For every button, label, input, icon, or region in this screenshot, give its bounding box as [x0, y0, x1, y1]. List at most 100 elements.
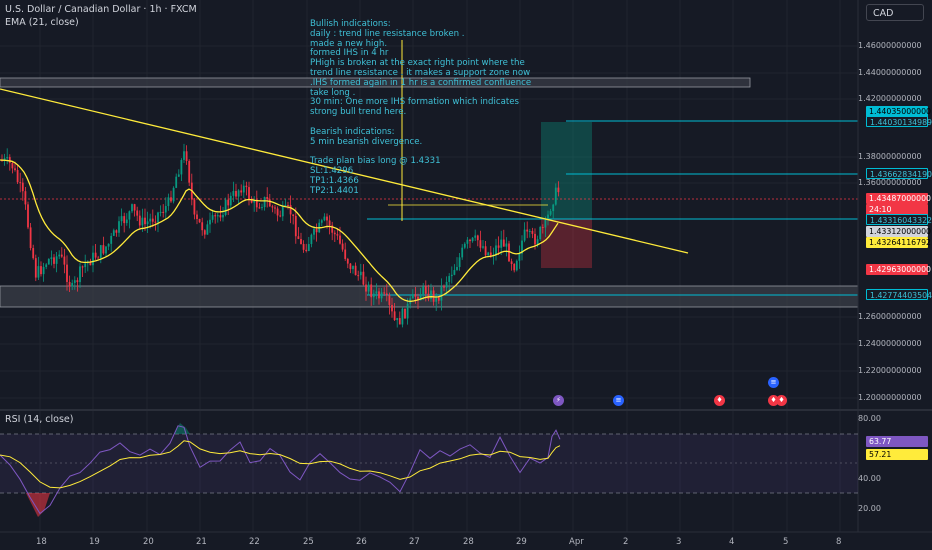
- us-flag-icon[interactable]: ≡: [613, 395, 624, 406]
- candle-body: [336, 234, 339, 236]
- price-tag: 1.43316043322: [866, 214, 932, 225]
- lightning-icon[interactable]: ⚡: [553, 395, 564, 406]
- rsi-ma-tag: 57.21: [866, 449, 928, 460]
- candle-body: [170, 197, 172, 202]
- candle-body: [60, 254, 63, 257]
- candle-body: [222, 214, 224, 218]
- candle-body: [175, 176, 178, 188]
- candle-body: [482, 246, 484, 248]
- candle-body: [448, 276, 451, 282]
- candle-body: [274, 207, 276, 209]
- candle-body: [8, 157, 11, 163]
- candle-body: [24, 191, 27, 205]
- candle-body: [209, 219, 211, 225]
- candle-body: [37, 266, 40, 278]
- candle-body: [518, 253, 521, 261]
- candle-body: [411, 294, 414, 299]
- candle-body: [232, 190, 235, 196]
- price-tag: 1.44035000000: [866, 106, 931, 117]
- candle-body: [287, 204, 289, 206]
- candle-body: [552, 204, 555, 212]
- time-label: 5: [783, 537, 789, 547]
- candle-body: [237, 190, 240, 197]
- time-label: 19: [89, 537, 100, 547]
- candle-body: [42, 266, 45, 275]
- candle-body: [183, 151, 185, 160]
- candle-body: [34, 258, 37, 278]
- candle-body: [206, 224, 209, 235]
- candle-body: [118, 221, 120, 233]
- ca-flag-icon[interactable]: ♦: [714, 395, 725, 406]
- annotation-line: Bearish indications:: [310, 126, 395, 137]
- rsi-indicator-label[interactable]: RSI (14, close): [5, 414, 74, 425]
- candle-body: [536, 239, 539, 245]
- candle-body: [521, 240, 523, 254]
- candle-body: [534, 233, 536, 245]
- candle-body: [216, 215, 219, 217]
- upper-zone: [0, 77, 751, 88]
- price-tag: 1.43264116792: [866, 237, 931, 248]
- candle-body: [414, 294, 417, 297]
- time-label: 27: [409, 537, 420, 547]
- candle-body: [456, 267, 458, 271]
- candle-body: [266, 196, 269, 200]
- candle-body: [383, 292, 386, 294]
- candle-body: [154, 221, 157, 223]
- candle-body: [331, 225, 334, 233]
- candle-body: [479, 240, 482, 248]
- candle-body: [297, 236, 300, 239]
- us-flag-icon[interactable]: ≡: [768, 377, 779, 388]
- ema-indicator-label[interactable]: EMA (21, close): [5, 17, 79, 28]
- currency-selector[interactable]: CAD: [866, 4, 924, 21]
- candle-body: [172, 187, 175, 202]
- candle-body: [406, 303, 409, 319]
- candle-body: [198, 219, 201, 223]
- ca-flag-icon[interactable]: ♦: [768, 395, 779, 406]
- time-label: 28: [463, 537, 474, 547]
- annotation-line: TP1:1.4366: [310, 175, 359, 186]
- candles[interactable]: [1, 143, 560, 328]
- annotation-line: SL:1.4296: [310, 165, 354, 176]
- candle-body: [391, 304, 393, 312]
- candle-body: [346, 258, 349, 264]
- time-label: 25: [303, 537, 314, 547]
- candle-body: [55, 256, 58, 264]
- candle-body: [469, 239, 471, 242]
- price-tick: 1.20000000000: [858, 393, 922, 402]
- candle-body: [357, 275, 360, 277]
- price-tick: 1.42000000000: [858, 94, 922, 103]
- price-tag: 1.43312000000: [866, 226, 931, 237]
- candle-body: [248, 187, 250, 201]
- trend-line[interactable]: [0, 88, 689, 254]
- price-tick: 1.44000000000: [858, 68, 922, 77]
- annotation-line: made a new high.: [310, 38, 388, 49]
- candle-body: [422, 286, 425, 296]
- candle-body: [463, 243, 466, 248]
- price-tick: 1.38000000000: [858, 152, 922, 161]
- candle-body: [84, 263, 87, 268]
- price-tag: 1.44030134989: [866, 116, 932, 127]
- candle-body: [284, 204, 287, 207]
- candle-body: [242, 185, 245, 193]
- candle-body: [380, 292, 383, 299]
- candle-body: [99, 245, 102, 258]
- candle-body: [508, 243, 510, 262]
- price-tick: 1.36000000000: [858, 178, 922, 187]
- candle-body: [81, 266, 84, 268]
- candle-body: [474, 235, 477, 238]
- candle-body: [333, 232, 336, 235]
- candle-body: [554, 187, 557, 205]
- candle-body: [310, 234, 313, 245]
- candle-body: [203, 230, 206, 235]
- candle-body: [167, 197, 170, 207]
- candle-body: [94, 252, 97, 258]
- ca-flag-icon[interactable]: ♦: [776, 395, 787, 406]
- symbol-title[interactable]: U.S. Dollar / Canadian Dollar · 1h · FXC…: [5, 4, 197, 15]
- candle-body: [102, 245, 105, 254]
- candle-body: [271, 206, 274, 208]
- candle-body: [547, 214, 549, 219]
- annotation-line: daily : trend line resistance broken .: [310, 28, 465, 39]
- candle-body: [32, 248, 35, 259]
- candle-body: [320, 220, 323, 223]
